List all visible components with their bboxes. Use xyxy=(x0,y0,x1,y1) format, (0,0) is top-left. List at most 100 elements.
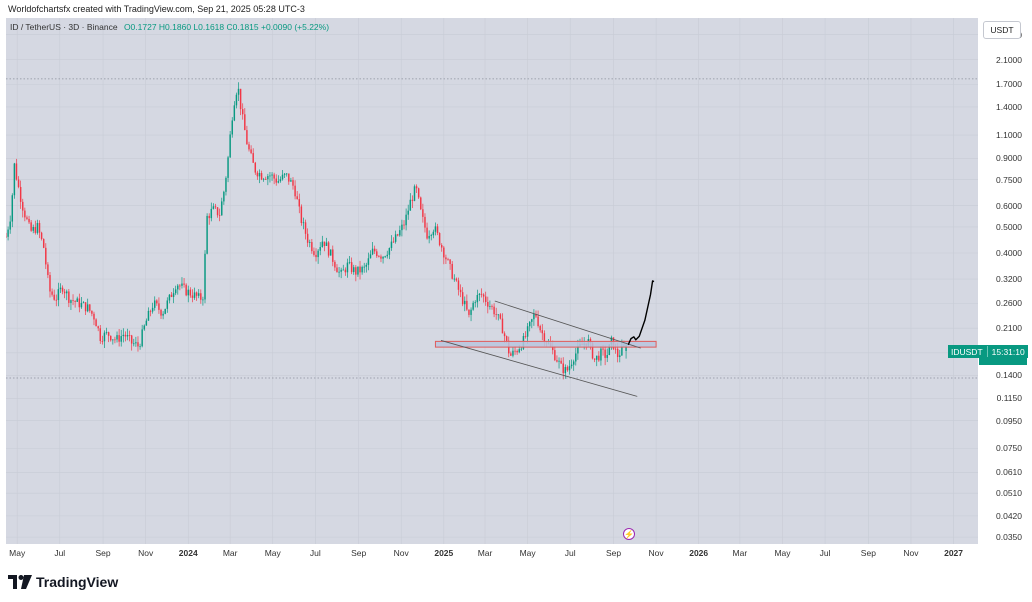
x-tick-label: Nov xyxy=(648,548,664,558)
candle-body xyxy=(369,254,372,259)
candle-body xyxy=(420,197,422,210)
candle-body xyxy=(482,294,485,297)
candle-body xyxy=(26,217,28,219)
candle-body xyxy=(464,300,466,305)
chart-area[interactable]: ID / TetherUS · 3D · Binance O0.1727 H0.… xyxy=(6,18,978,544)
candle-body xyxy=(371,248,374,255)
candle-body xyxy=(606,354,608,358)
candle-body xyxy=(461,292,464,305)
candle-body xyxy=(250,149,252,154)
candle-body xyxy=(531,319,533,322)
candle-body xyxy=(593,358,596,360)
candle-body xyxy=(275,178,277,183)
candle-body xyxy=(348,262,351,263)
tradingview-logo-icon xyxy=(8,575,32,589)
candle-body xyxy=(432,231,435,236)
candle-body xyxy=(273,174,275,179)
candle-body xyxy=(394,234,397,242)
candle-body xyxy=(436,226,439,234)
candle-body xyxy=(281,174,284,180)
candle-body xyxy=(164,308,166,314)
candle-body xyxy=(11,195,14,222)
x-tick-label: Nov xyxy=(138,548,154,558)
candle-body xyxy=(118,335,120,342)
candle-body xyxy=(7,229,9,237)
symbol-ticker: IDUSDT xyxy=(951,346,983,357)
candle-body xyxy=(361,266,363,273)
candle-body xyxy=(143,325,145,330)
candle-body xyxy=(112,339,114,341)
candle-body xyxy=(428,235,430,239)
chart-legend: ID / TetherUS · 3D · Binance O0.1727 H0.… xyxy=(10,22,329,32)
candle-body xyxy=(472,302,474,310)
candle-body xyxy=(526,326,529,337)
candle-body xyxy=(185,284,187,296)
chart-caption: Worldofchartsfx created with TradingView… xyxy=(8,4,305,14)
candle-body xyxy=(516,351,518,353)
x-tick-label: Jul xyxy=(54,548,66,558)
candle-body xyxy=(30,222,32,231)
candle-body xyxy=(311,242,313,252)
candle-body xyxy=(38,223,41,233)
symbol-description: ID / TetherUS · 3D · Binance xyxy=(10,22,118,32)
channel-lower-line xyxy=(440,340,638,397)
candle-body xyxy=(252,153,254,163)
currency-button[interactable]: USDT xyxy=(983,21,1021,39)
drawings[interactable] xyxy=(6,78,978,397)
y-tick-label: 0.0750 xyxy=(996,443,1022,454)
candle-body xyxy=(133,343,135,345)
candle-body xyxy=(193,292,196,298)
candle-body xyxy=(15,163,18,180)
y-tick-label: 0.5000 xyxy=(996,221,1022,232)
candle-body xyxy=(229,134,231,158)
candle-body xyxy=(537,316,539,327)
candle-body xyxy=(66,291,68,294)
x-tick-label: 2025 xyxy=(434,548,454,558)
x-tick-label: Nov xyxy=(903,548,919,558)
candle-body xyxy=(474,302,476,304)
lightning-icon[interactable]: ⚡ xyxy=(623,528,635,540)
candle-body xyxy=(575,353,577,362)
candle-body xyxy=(170,294,173,297)
candle-body xyxy=(235,94,238,106)
y-tick-label: 0.6000 xyxy=(996,200,1022,211)
x-tick-label: Mar xyxy=(732,548,748,558)
candle-body xyxy=(149,310,152,312)
candle-body xyxy=(422,209,424,217)
candle-body xyxy=(625,345,627,351)
candle-body xyxy=(298,199,301,207)
candle-body xyxy=(76,298,78,302)
candle-body xyxy=(359,266,361,273)
candle-body xyxy=(89,304,91,311)
candle-body xyxy=(74,300,76,302)
ohlc-values: O0.1727 H0.1860 L0.1618 C0.1815 +0.0090 … xyxy=(123,22,330,32)
price-chart[interactable] xyxy=(6,18,978,544)
candle-body xyxy=(570,364,573,367)
candle-body xyxy=(32,227,34,231)
price-axis[interactable]: 2.60002.10001.70001.40001.10000.90000.75… xyxy=(978,18,1028,544)
candle-body xyxy=(137,342,139,347)
y-tick-label: 0.0350 xyxy=(996,532,1022,543)
y-tick-label: 0.0510 xyxy=(996,488,1022,499)
candle-body xyxy=(258,173,261,177)
candle-body xyxy=(86,304,89,312)
x-tick-label: May xyxy=(774,548,791,558)
candle-body xyxy=(600,348,602,361)
candle-body xyxy=(116,335,118,340)
time-axis[interactable]: May Jul Sep Nov 2024 Mar May Jul Sep Nov 2025 Mar Ma… xyxy=(6,544,978,562)
footer: TradingView xyxy=(8,574,118,590)
candle-body xyxy=(156,300,158,304)
candle-body xyxy=(340,269,342,272)
y-tick-label: 1.7000 xyxy=(996,79,1022,90)
candle-body xyxy=(246,130,248,145)
candle-body xyxy=(97,326,99,329)
candle-body xyxy=(598,355,600,361)
candle-body xyxy=(501,318,504,334)
candle-body xyxy=(384,256,386,258)
candle-body xyxy=(174,289,177,294)
candle-body xyxy=(319,247,321,251)
candle-body xyxy=(145,320,148,326)
candle-body xyxy=(484,296,487,302)
candle-body xyxy=(350,262,353,273)
candle-body xyxy=(42,238,45,248)
